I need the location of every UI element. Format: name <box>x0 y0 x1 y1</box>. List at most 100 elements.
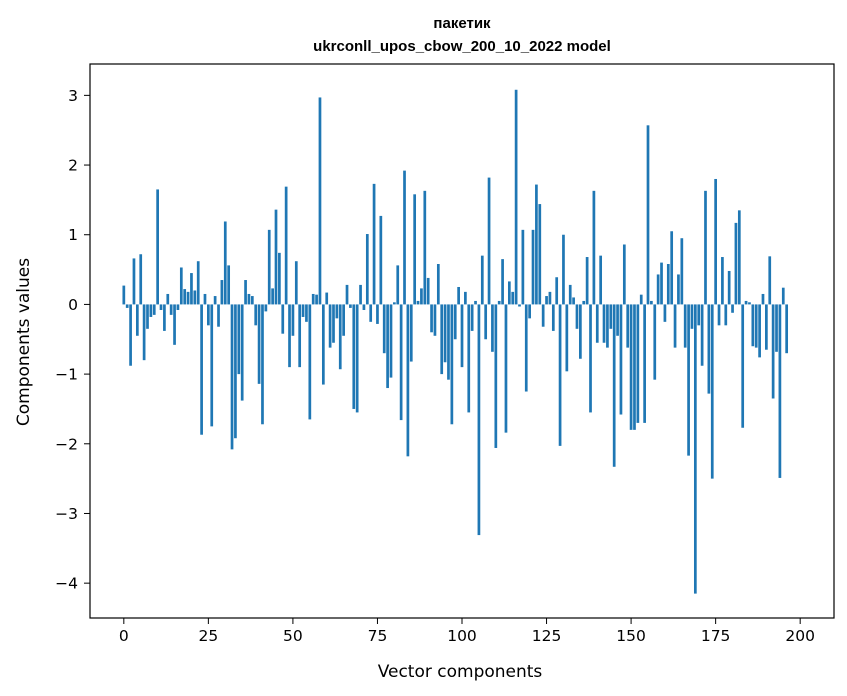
bar-185 <box>748 302 751 305</box>
bar-95 <box>443 304 447 363</box>
bar-161 <box>666 264 670 305</box>
bar-62 <box>332 304 335 343</box>
bar-89 <box>423 190 427 305</box>
bar-37 <box>247 293 251 305</box>
bar-12 <box>163 304 166 331</box>
bar-178 <box>724 304 728 326</box>
bar-78 <box>386 304 389 389</box>
bar-8 <box>149 304 153 317</box>
bar-113 <box>504 304 508 433</box>
bar-194 <box>778 304 782 478</box>
bar-16 <box>176 304 180 310</box>
bar-157 <box>653 304 657 380</box>
bar-127 <box>551 304 555 331</box>
bar-138 <box>589 304 592 413</box>
y-tick-label: 3 <box>68 87 78 105</box>
bar-162 <box>670 231 674 305</box>
bar-170 <box>697 304 701 326</box>
y-tick-label: 2 <box>68 157 78 175</box>
bar-52 <box>298 304 302 368</box>
bar-146 <box>616 304 619 336</box>
y-tick-label: −2 <box>55 435 78 453</box>
bar-154 <box>643 304 646 423</box>
x-tick-label: 75 <box>368 627 388 645</box>
bar-144 <box>609 304 613 329</box>
bar-179 <box>727 270 731 305</box>
bar-36 <box>244 280 247 305</box>
bar-139 <box>592 190 596 305</box>
bar-196 <box>785 304 789 354</box>
bar-182 <box>737 210 741 305</box>
bar-39 <box>254 304 258 326</box>
bar-51 <box>294 261 298 305</box>
bar-142 <box>602 304 606 343</box>
bar-108 <box>487 177 491 305</box>
bar-192 <box>771 304 775 399</box>
bar-11 <box>159 304 163 310</box>
bar-101 <box>464 291 467 305</box>
bar-132 <box>568 284 572 305</box>
bar-25 <box>207 304 210 326</box>
x-axis-label: Vector components <box>378 662 543 682</box>
bar-33 <box>234 304 237 439</box>
bar-65 <box>342 304 345 336</box>
bar-107 <box>484 304 488 340</box>
x-tick-label: 50 <box>283 627 303 645</box>
bar-1 <box>125 304 129 308</box>
x-tick-label: 175 <box>701 627 731 645</box>
bar-66 <box>345 284 349 305</box>
bar-49 <box>288 304 291 368</box>
chart-subtitle: ukrconll_upos_cbow_200_10_2022 model <box>313 38 611 55</box>
bar-22 <box>196 261 200 305</box>
bar-131 <box>565 304 569 372</box>
bar-34 <box>237 304 241 375</box>
bar-176 <box>717 304 721 326</box>
bar-10 <box>156 189 159 305</box>
bar-120 <box>528 304 531 319</box>
bar-48 <box>284 186 288 305</box>
bar-58 <box>318 97 322 305</box>
bar-71 <box>362 304 366 310</box>
chart-title: пакетик <box>433 15 491 32</box>
bar-121 <box>531 229 535 305</box>
bar-50 <box>291 304 295 336</box>
bar-96 <box>447 304 450 380</box>
bar-155 <box>646 125 650 305</box>
bar-115 <box>511 291 515 305</box>
bar-172 <box>704 190 707 305</box>
bar-27 <box>213 296 217 305</box>
bar-189 <box>761 293 765 305</box>
bar-105 <box>477 304 481 536</box>
bar-69 <box>355 304 359 413</box>
bar-77 <box>382 304 386 354</box>
bar-79 <box>389 304 393 378</box>
bar-60 <box>325 292 329 305</box>
bar-183 <box>741 304 745 428</box>
y-tick-label: −3 <box>55 505 78 523</box>
bar-173 <box>707 304 711 394</box>
bar-140 <box>595 304 599 343</box>
bar-72 <box>365 234 369 305</box>
bar-186 <box>751 304 755 347</box>
bar-76 <box>379 215 383 305</box>
bar-7 <box>146 304 149 329</box>
bar-57 <box>315 294 318 305</box>
bar-3 <box>132 258 136 305</box>
bar-167 <box>687 304 690 456</box>
bar-118 <box>521 229 525 305</box>
bar-106 <box>480 255 484 305</box>
bar-102 <box>467 304 471 413</box>
bar-87 <box>416 300 420 305</box>
bar-191 <box>768 256 772 305</box>
bar-165 <box>680 238 684 305</box>
bar-181 <box>734 222 738 305</box>
bar-23 <box>200 304 203 435</box>
bar-40 <box>257 304 261 384</box>
bar-19 <box>186 291 190 305</box>
bar-28 <box>217 304 220 327</box>
bar-114 <box>507 281 511 305</box>
bar-9 <box>152 304 156 315</box>
bar-6 <box>142 304 146 361</box>
bar-151 <box>633 304 636 430</box>
